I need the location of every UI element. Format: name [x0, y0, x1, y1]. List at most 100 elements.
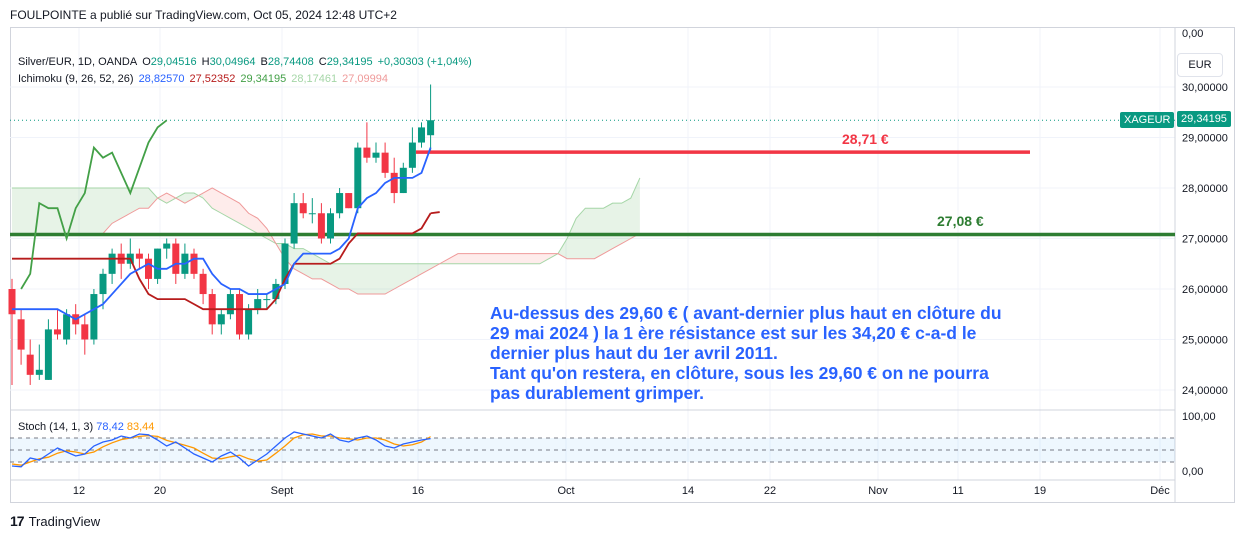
- cloud-segment: [330, 263, 340, 289]
- cloud-segment: [148, 188, 158, 209]
- cloud-segment: [12, 188, 22, 234]
- low-label: B: [260, 56, 268, 68]
- level-lines: [10, 150, 1175, 237]
- candle-body: [372, 152, 380, 158]
- cloud-segment: [312, 253, 322, 279]
- chikou-line: [20, 119, 168, 290]
- annotation-line: Tant qu'on restera, en clôture, sous les…: [490, 363, 989, 383]
- time-axis-label: Nov: [868, 485, 888, 497]
- price-axis-label: 25,00000: [1182, 335, 1228, 347]
- cloud-segment: [339, 263, 349, 289]
- candle-body: [54, 329, 61, 335]
- candle-body: [190, 253, 198, 274]
- time-axis-label: 14: [682, 485, 694, 497]
- candle-body: [345, 193, 353, 209]
- time-axis-label: 11: [952, 485, 963, 497]
- symbol-tag: XAGEUR: [1120, 112, 1175, 128]
- cloud-segment: [476, 253, 486, 264]
- cloud-segment: [603, 203, 613, 254]
- cloud-segment: [321, 258, 331, 284]
- cloud-segment: [403, 263, 413, 284]
- annotation-line: 29 mai 2024 ) la 1 ère résistance est su…: [490, 323, 977, 343]
- price-axis-label: 29,00000: [1182, 133, 1228, 145]
- cloud-segment: [93, 188, 103, 234]
- candle-body: [254, 299, 262, 310]
- span-b-line: [12, 187, 641, 295]
- close-value: 29,34195: [326, 56, 373, 68]
- price-axis-label: 28,00000: [1182, 183, 1228, 195]
- candle-body: [26, 354, 34, 375]
- candle-body: [217, 314, 225, 325]
- cloud-segment: [130, 188, 140, 214]
- cloud-segment: [366, 263, 376, 295]
- cloud-segment: [21, 188, 31, 234]
- candle-body: [245, 309, 253, 335]
- cloud-segment: [212, 188, 222, 214]
- footer-brand[interactable]: TradingView: [28, 513, 101, 529]
- time-axis-label: 20: [154, 485, 166, 497]
- candle-body: [226, 294, 234, 315]
- symbol-legend: Silver/EUR, 1D, OANDA O29,04516 H30,04964 B…: [18, 56, 477, 68]
- cloud-segment: [166, 193, 176, 204]
- support-label: 27,08 €: [937, 213, 984, 229]
- candle-body: [427, 120, 435, 136]
- low-value: 28,74408: [267, 56, 314, 68]
- stochastic-label: Stoch (14, 1, 3): [18, 421, 94, 433]
- tradingview-logo-icon[interactable]: 17: [10, 513, 25, 529]
- ichimoku-chikou-value: 29,34195: [240, 73, 287, 85]
- cloud-segment: [530, 253, 540, 264]
- candle-body: [363, 147, 371, 158]
- cloud-segment: [485, 253, 495, 264]
- ichimoku-span-b-value: 27,09994: [342, 73, 389, 85]
- annotation-line: Au-dessus des 29,60 € ( avant-dernier pl…: [490, 303, 1002, 323]
- candle-body: [390, 172, 398, 194]
- cloud-segment: [175, 193, 185, 204]
- candle-body: [272, 283, 280, 300]
- candle-body: [236, 294, 243, 335]
- candle-body: [381, 152, 389, 173]
- cloud-segment: [521, 253, 531, 264]
- cloud-segment: [112, 188, 122, 224]
- cloud-segment: [558, 238, 568, 259]
- kijun-line-end: [430, 211, 440, 215]
- span-a-line: [12, 177, 641, 265]
- stoch-band: [10, 438, 1175, 462]
- candle-body: [290, 203, 298, 244]
- ichimoku-legend: Ichimoku (9, 26, 52, 26) 28,82570 27,52352…: [18, 73, 393, 85]
- candle-body: [263, 299, 271, 301]
- annotation-line: pas durablement grimper.: [490, 383, 704, 403]
- ichimoku-span-a-value: 28,17461: [291, 73, 338, 85]
- tenkan-line: [12, 147, 432, 321]
- symbol-name: Silver/EUR, 1D, OANDA: [18, 56, 138, 68]
- cloud-segment: [39, 188, 49, 234]
- cloud-segment: [494, 253, 504, 264]
- currency-button[interactable]: EUR: [1177, 53, 1223, 77]
- annotation-line: dernier plus haut du 1er avril 2011.: [490, 343, 778, 363]
- stochastic-d-value: 83,44: [126, 421, 155, 433]
- stochastic-panel: [10, 431, 1175, 468]
- stoch-d-line: [11, 433, 431, 466]
- cloud-segment: [221, 193, 231, 219]
- cloud-segment: [621, 198, 631, 244]
- axes: 0,00 30,00000 29,00000 28,00000 27,00000 26,0…: [73, 28, 1228, 497]
- time-axis-label: Oct: [557, 485, 574, 497]
- change-value: +0,30303 (+1,04%): [377, 56, 472, 68]
- candle-body: [308, 213, 316, 215]
- cloud-segment: [503, 253, 513, 264]
- candle-body: [135, 253, 143, 259]
- stochastic-legend: Stoch (14, 1, 3) 78,42 83,44: [18, 421, 154, 433]
- cloud-segment: [103, 188, 113, 234]
- candle-body: [63, 314, 71, 340]
- price-axis-label: 26,00000: [1182, 284, 1228, 296]
- cloud-segment: [66, 188, 76, 234]
- time-axis-label: 22: [764, 485, 776, 497]
- cloud-segment: [84, 188, 94, 234]
- candle-body: [99, 273, 107, 295]
- time-axis-label: 16: [412, 485, 424, 497]
- candle-body: [418, 127, 425, 143]
- last-price-tag: 29,34195: [1177, 111, 1231, 127]
- candle-body: [399, 167, 407, 194]
- candle-body: [8, 289, 16, 315]
- stoch-axis-label: 0,00: [1182, 466, 1203, 478]
